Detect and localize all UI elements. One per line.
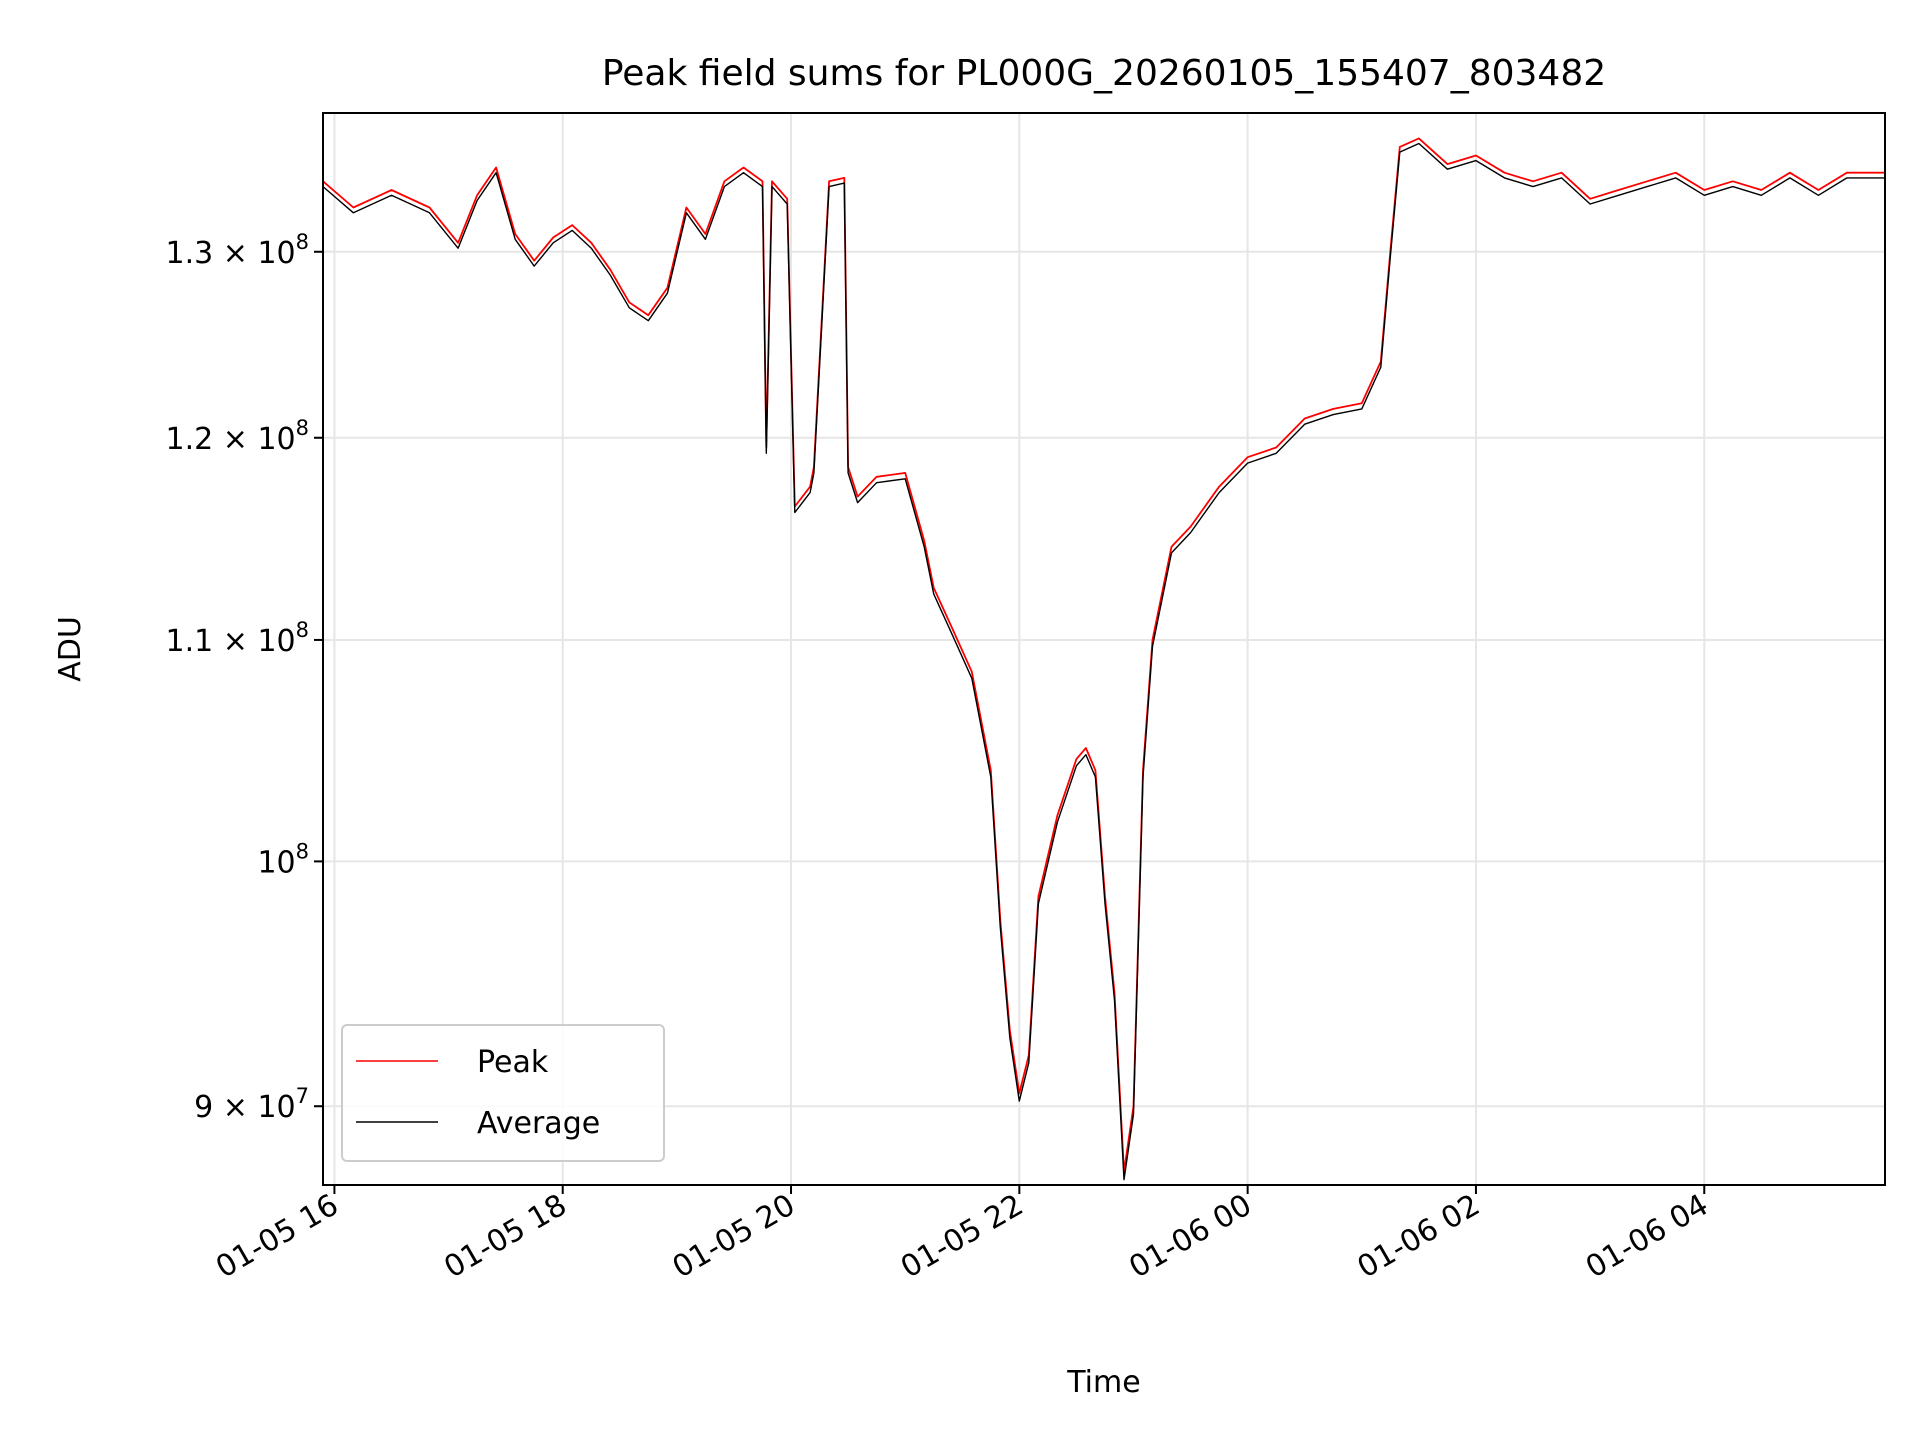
y-axis-title: ADU <box>53 616 88 682</box>
legend-box <box>341 1024 665 1162</box>
legend-label-peak: Peak <box>477 1045 549 1080</box>
series-line-peak <box>322 137 1885 1173</box>
y-tick-label: 1.1 × 108 <box>166 618 309 659</box>
y-tick-label: 9 × 107 <box>194 1084 309 1125</box>
legend-label-average: Average <box>477 1106 600 1141</box>
x-axis-title: Time <box>1066 1365 1140 1400</box>
chart-title: Peak field sums for PL000G_20260105_1554… <box>602 53 1606 94</box>
y-axis: 9 × 107 108 1.1 × 108 1.2 × 108 1.3 × 108 <box>166 230 323 1125</box>
y-tick-label: 108 <box>257 839 309 880</box>
plot-lines <box>322 137 1885 1181</box>
series-line-average <box>322 142 1885 1181</box>
y-tick-label: 1.3 × 108 <box>166 230 309 271</box>
legend: Peak Average <box>341 1024 665 1162</box>
y-tick-label: 1.2 × 108 <box>166 416 309 457</box>
plot-frame <box>322 112 1886 1186</box>
